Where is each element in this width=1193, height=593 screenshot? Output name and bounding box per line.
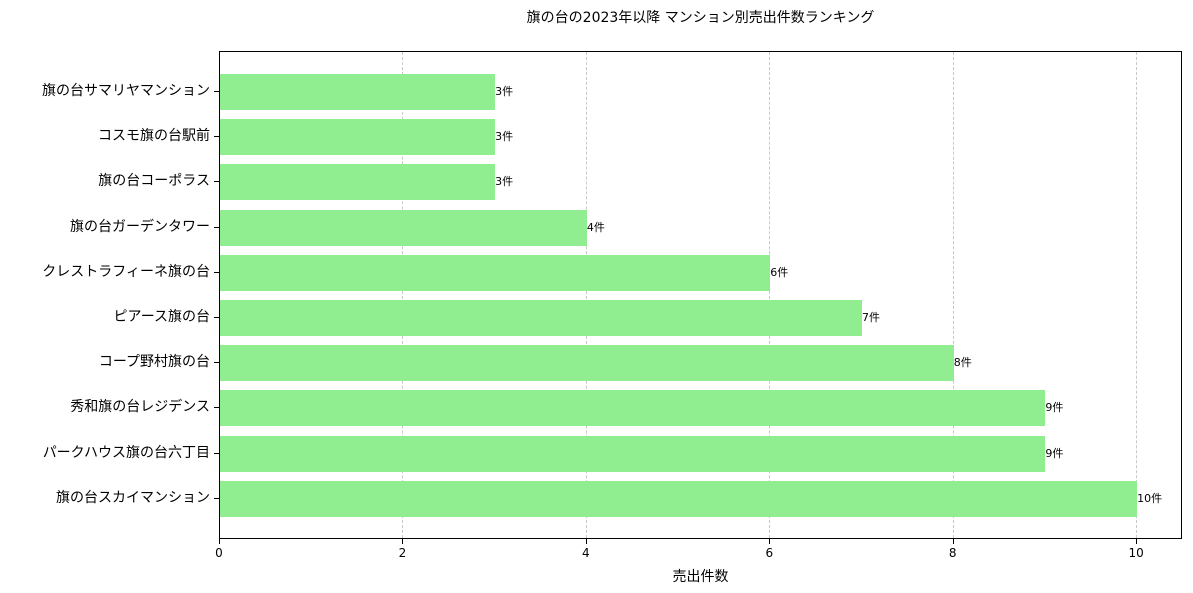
bar: [220, 74, 496, 110]
bar: [220, 119, 496, 156]
y-tick-label: ピアース旗の台: [113, 309, 210, 325]
bar-value-label: 4件: [586, 220, 605, 234]
y-tick-label: クレストラフィーネ旗の台: [42, 263, 210, 280]
gridline: [1136, 52, 1138, 538]
x-tick-label: 8: [948, 546, 957, 560]
chart-title: 旗の台の2023年以降 マンション別売出件数ランキング: [526, 10, 875, 26]
x-tick: [769, 539, 771, 544]
bar: [220, 300, 862, 336]
bar-value-label: 6件: [770, 265, 789, 279]
x-tick: [952, 539, 954, 544]
y-tick: [214, 181, 219, 183]
plot-area: 3件 3件 3件 4件 6件 7件 8件 9件 9件 10件: [219, 51, 1182, 539]
bar-value-label: 3件: [495, 130, 514, 144]
bar: [220, 435, 1046, 472]
bar-value-label: 3件: [495, 175, 514, 189]
y-tick-label: コープ野村旗の台: [98, 354, 210, 371]
bar-value-label: 9件: [1045, 401, 1064, 415]
bar: [220, 480, 1138, 517]
y-tick: [214, 452, 219, 454]
y-tick-label: 秀和旗の台レジデンス: [70, 399, 210, 416]
bar-value-label: 9件: [1045, 446, 1064, 460]
gridline: [769, 52, 771, 538]
y-tick-label: 旗の台サマリヤマンション: [42, 83, 210, 99]
y-tick-label: パークハウス旗の台六丁目: [42, 444, 210, 461]
y-tick: [214, 136, 219, 138]
y-tick: [214, 317, 219, 318]
y-tick-label: 旗の台ガーデンタワー: [70, 218, 210, 235]
x-tick-label: 10: [1128, 546, 1144, 560]
bar: [220, 209, 587, 246]
x-tick: [402, 539, 404, 544]
x-tick-label: 2: [398, 546, 407, 560]
bar: [220, 254, 771, 291]
y-tick: [214, 91, 219, 92]
x-axis-label: 売出件数: [672, 569, 729, 585]
x-tick: [585, 539, 587, 544]
y-tick: [214, 497, 219, 499]
y-tick: [214, 362, 219, 364]
bar-value-label: 10件: [1137, 491, 1163, 505]
y-tick: [214, 271, 219, 273]
x-tick-label: 4: [582, 546, 590, 560]
y-tick: [214, 407, 219, 409]
bar: [220, 345, 954, 382]
bar-value-label: 7件: [862, 311, 880, 324]
x-tick-label: 0: [215, 546, 223, 560]
bar: [220, 164, 496, 201]
gridline: [585, 52, 587, 538]
bar-value-label: 3件: [495, 85, 514, 98]
y-tick-label: 旗の台スカイマンション: [56, 489, 210, 506]
gridline: [402, 52, 404, 538]
gridline: [952, 52, 954, 538]
y-tick-label: 旗の台コーポラス: [98, 173, 210, 190]
bar-value-label: 8件: [953, 356, 972, 370]
y-tick-label: コスモ旗の台駅前: [98, 128, 210, 145]
bar: [220, 390, 1046, 427]
x-tick-label: 6: [765, 546, 774, 560]
x-tick: [1136, 539, 1138, 544]
x-tick: [219, 539, 220, 544]
y-tick: [214, 226, 219, 228]
